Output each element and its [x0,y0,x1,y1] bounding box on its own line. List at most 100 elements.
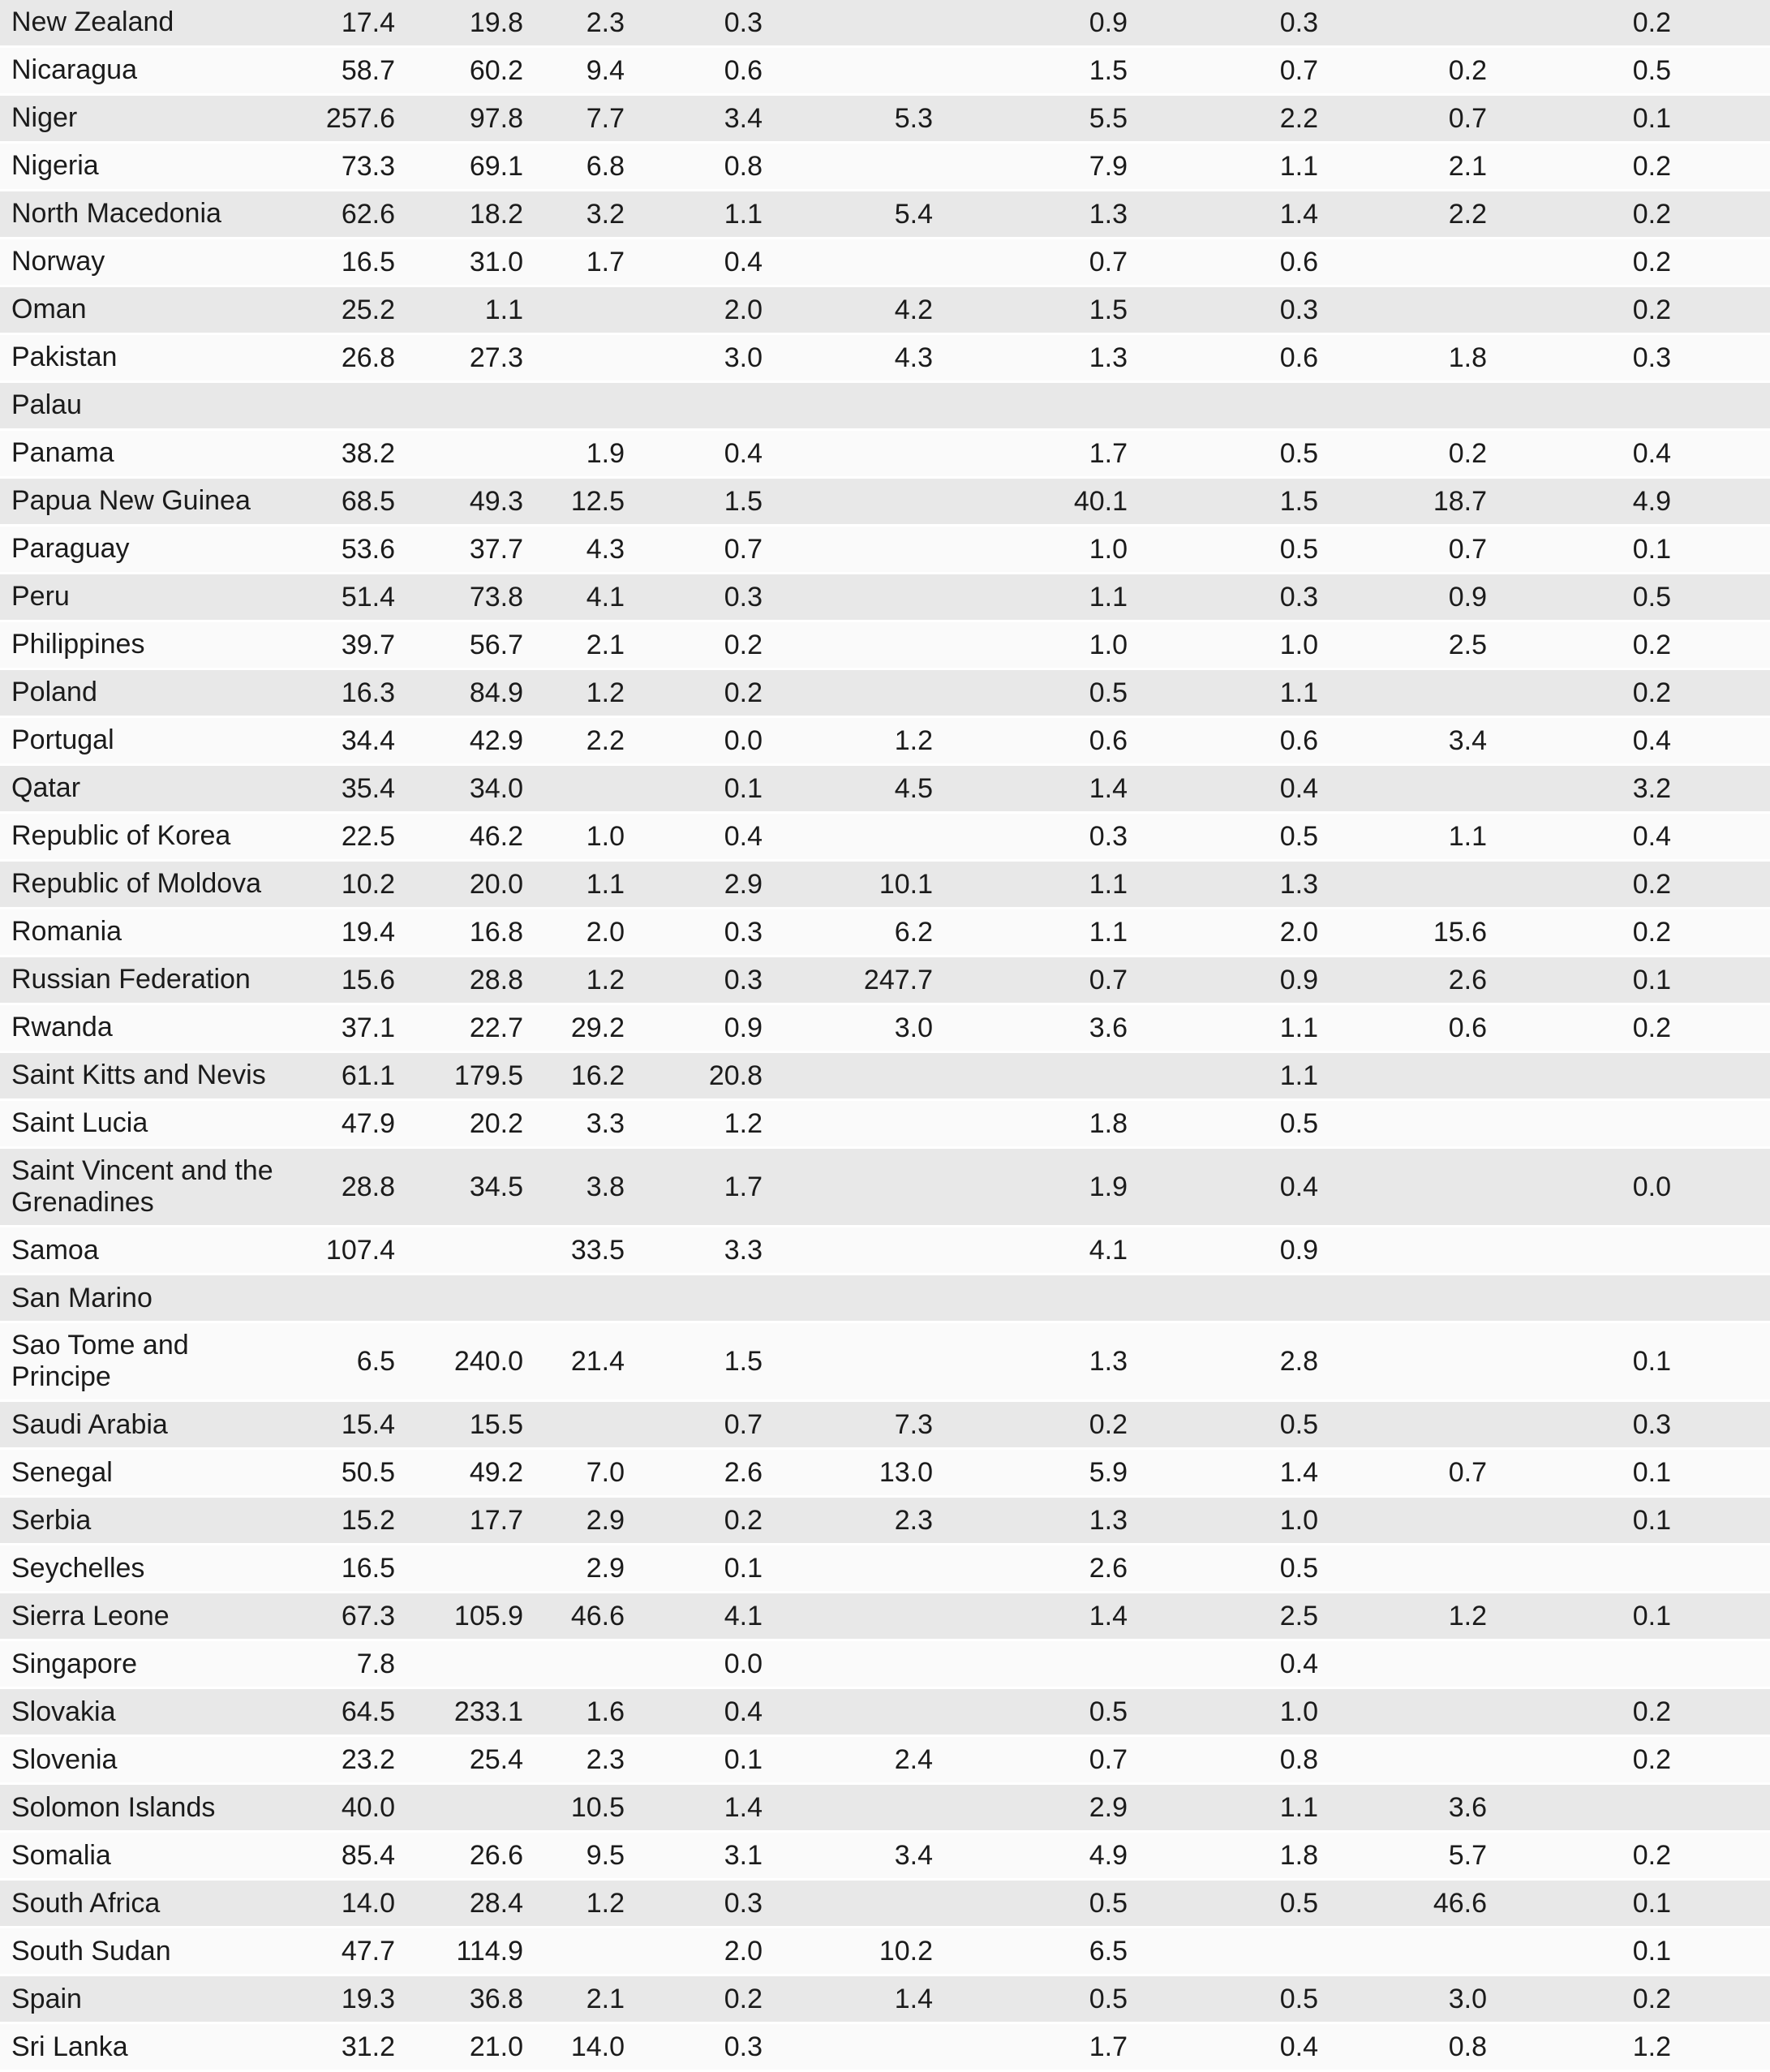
value-cell: 23.2 [341,1743,395,1775]
value-cell [763,1689,933,1735]
value-cell: 15.6 [341,964,395,995]
value-cell: 0.3 [724,964,763,995]
value-cell: 2.5 [1279,1600,1318,1631]
country-name-cell: Pakistan [11,342,118,373]
value-cell [1487,1101,1671,1146]
value-cell: 0.3 [724,6,763,38]
value-cell: 257.6 [325,102,395,134]
value-cell: 0.0 [724,1648,763,1679]
value-cell: 0.2 [1632,1012,1671,1043]
table-row: Republic of Moldova 10.2 20.0 1.1 2.9 10.1 1.1… [0,862,1770,909]
country-name-cell: Solomon Islands [11,1791,216,1823]
value-cell: 38.2 [341,437,395,469]
value-cell [763,1275,933,1321]
value-cell: 0.6 [1448,1012,1487,1043]
value-cell: 0.9 [1448,581,1487,613]
value-cell: 7.8 [356,1648,395,1679]
value-cell: 0.4 [1279,772,1318,804]
value-cell [763,574,933,620]
value-cell: 0.1 [1632,533,1671,565]
value-cell: 0.2 [1632,1743,1671,1775]
table-row: Rwanda 37.1 22.7 29.2 0.9 3.0 3.6 1.1 0.6 0.2 [0,1005,1770,1053]
country-name-cell: Nicaragua [11,54,137,86]
value-cell: 1.5 [724,485,763,517]
value-cell: 2.0 [586,916,625,948]
value-cell: 0.4 [1279,1648,1318,1679]
row-spacer [1671,1976,1770,2022]
value-cell: 7.7 [586,102,625,134]
value-cell: 1.1 [724,198,763,230]
country-name-cell: New Zealand [11,6,174,38]
value-cell [763,0,933,45]
row-spacer [1671,862,1770,907]
value-cell: 9.5 [586,1839,625,1871]
value-cell: 1.3 [1089,342,1128,373]
table-row: Seychelles 16.5 2.9 0.1 2.6 0.5 [0,1545,1770,1594]
value-cell: 0.5 [1279,1408,1318,1440]
value-cell: 0.3 [724,916,763,948]
value-cell: 6.2 [894,916,933,948]
value-cell: 0.1 [724,1743,763,1775]
value-cell: 2.6 [1089,1552,1128,1584]
value-cell: 34.5 [469,1171,523,1202]
table-row: Senegal 50.5 49.2 7.0 2.6 13.0 5.9 1.4 0.7 0.1 [0,1450,1770,1498]
value-cell: 1.4 [1279,1456,1318,1488]
row-spacer [1671,1737,1770,1782]
value-cell: 3.0 [1448,1983,1487,2014]
row-spacer [1671,574,1770,620]
value-cell: 0.5 [1089,1983,1128,2014]
value-cell: 0.9 [1279,964,1318,995]
table-row: Poland 16.3 84.9 1.2 0.2 0.5 1.1 0.2 [0,670,1770,718]
value-cell: 1.4 [894,1983,933,2014]
value-cell [1128,383,1318,428]
value-cell: 0.1 [1632,1600,1671,1631]
value-cell: 10.2 [341,868,395,900]
value-cell: 7.3 [894,1408,933,1440]
value-cell: 68.5 [341,485,395,517]
value-cell: 20.8 [708,1060,763,1091]
country-name-cell: Russian Federation [11,964,251,995]
value-cell: 0.6 [724,54,763,86]
value-cell: 179.5 [453,1060,523,1091]
value-cell: 0.8 [1448,2031,1487,2062]
value-cell: 51.4 [341,581,395,613]
value-cell [1487,1275,1671,1321]
value-cell [763,144,933,189]
value-cell: 2.6 [1448,964,1487,995]
table-row: Sao Tome and Principe 6.5 240.0 21.4 1.5 1.3 2… [0,1323,1770,1403]
value-cell: 0.5 [1279,533,1318,565]
value-cell [763,814,933,859]
value-cell: 4.5 [894,772,933,804]
country-name-cell: Rwanda [11,1012,113,1043]
value-cell: 19.3 [341,1983,395,2014]
value-cell: 14.0 [341,1887,395,1919]
value-cell: 16.3 [341,677,395,708]
value-cell [763,527,933,572]
value-cell: 114.9 [456,1935,523,1967]
table-row: Saint Lucia 47.9 20.2 3.3 1.2 1.8 0.5 [0,1101,1770,1149]
value-cell: 3.2 [1632,772,1671,804]
row-spacer [1671,957,1770,1003]
value-cell: 49.3 [469,485,523,517]
value-cell [763,1545,933,1591]
value-cell: 1.8 [1279,1839,1318,1871]
value-cell: 1.8 [1448,342,1487,373]
value-cell [276,1275,395,1321]
row-spacer [1671,1275,1770,1321]
value-cell [1318,383,1487,428]
value-cell: 47.7 [341,1935,395,1967]
value-cell: 2.0 [724,294,763,325]
value-cell: 28.4 [469,1887,523,1919]
country-name-cell: Serbia [11,1504,92,1536]
value-cell: 240.0 [453,1345,523,1377]
row-spacer [1671,1498,1770,1543]
value-cell [763,1101,933,1146]
value-cell: 0.6 [1089,724,1128,756]
value-cell: 1.0 [1089,629,1128,660]
row-spacer [1671,670,1770,716]
row-spacer [1671,1928,1770,1974]
value-cell: 46.6 [570,1600,625,1631]
value-cell: 0.4 [724,437,763,469]
value-cell [1487,1641,1671,1687]
value-cell: 0.1 [1632,1887,1671,1919]
